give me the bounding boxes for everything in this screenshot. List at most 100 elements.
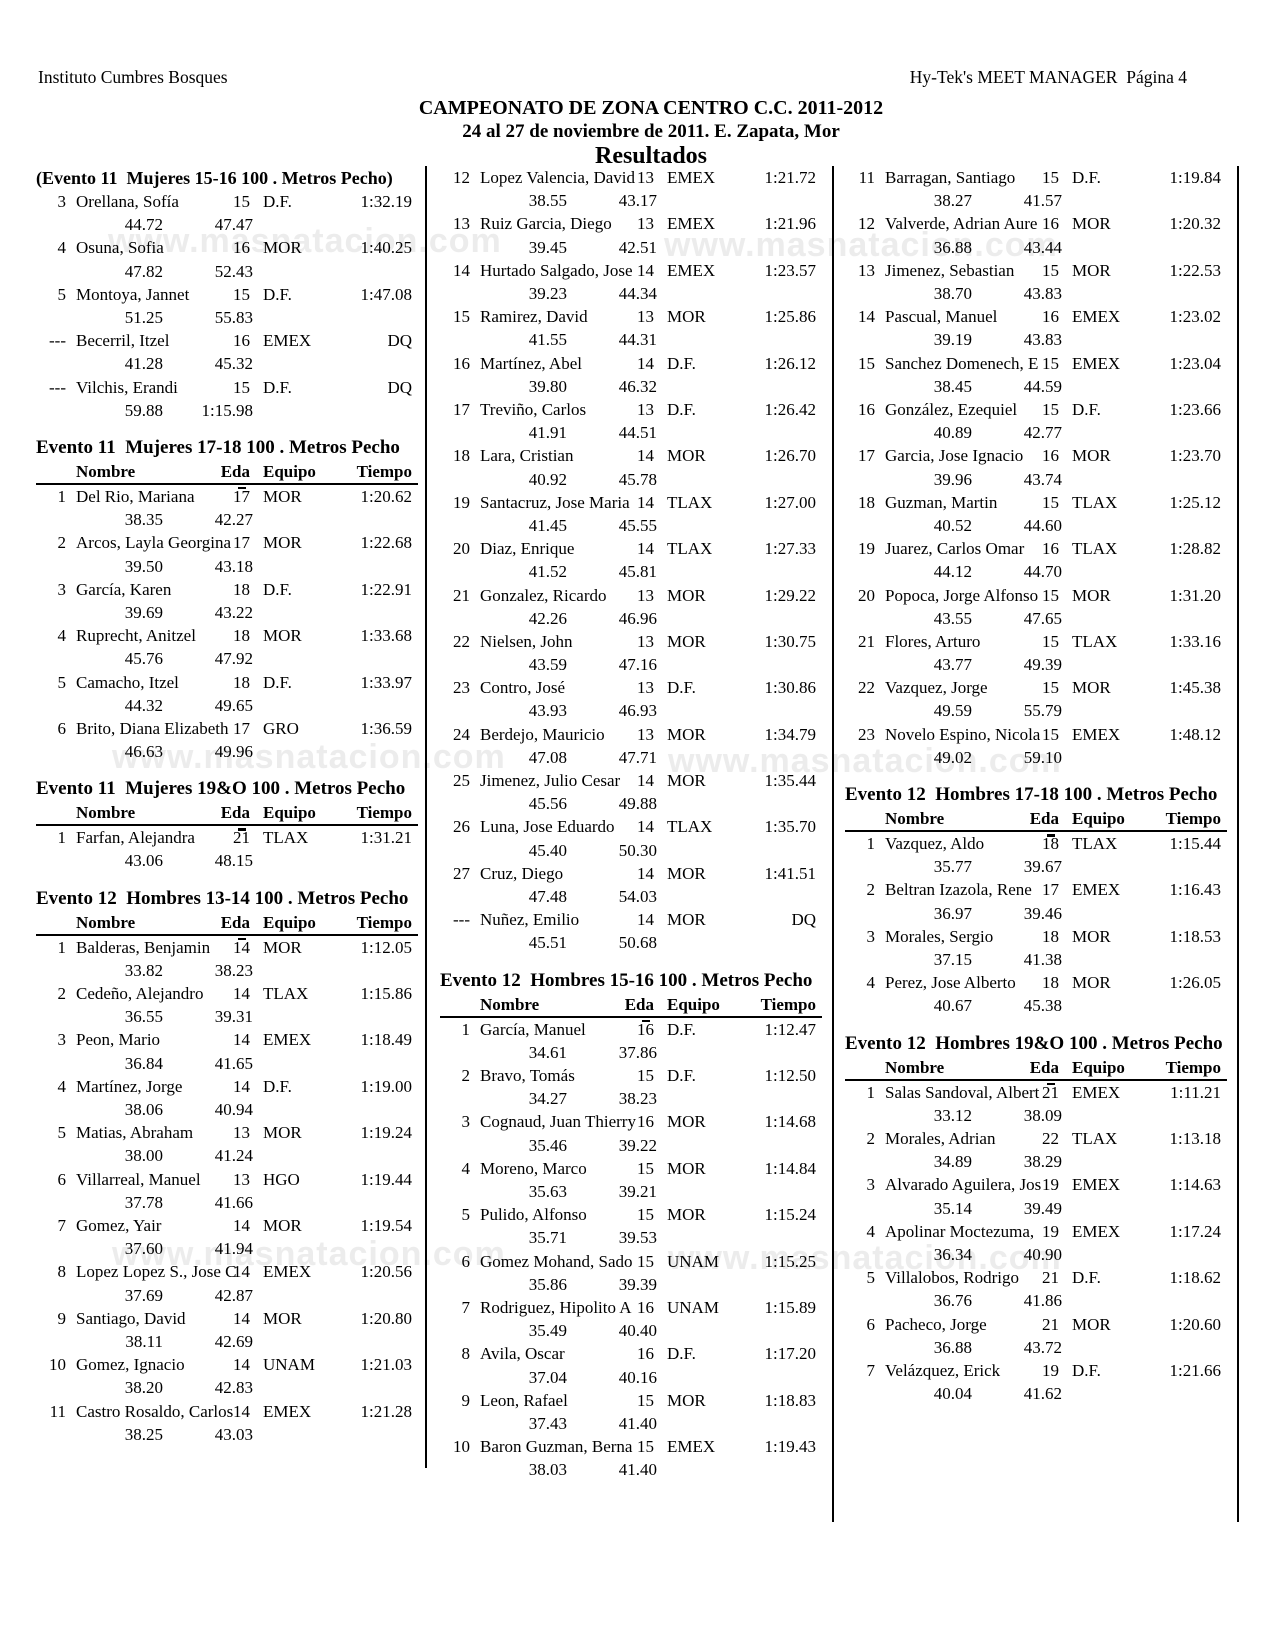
final-time: 1:15.24 <box>764 1205 816 1225</box>
final-time: 1:21.03 <box>360 1355 412 1375</box>
result-splits-line: 49.59 55.79 <box>845 699 1227 722</box>
team-code: EMEX <box>1072 1082 1121 1102</box>
final-time: 1:31.20 <box>1169 585 1221 605</box>
header-tiempo: Tiempo <box>356 803 412 823</box>
result-splits-line: 40.92 45.78 <box>440 468 822 491</box>
swimmer-age: 13 <box>637 678 654 698</box>
split-time-1: 40.52 <box>933 515 972 535</box>
swimmer-age: 14 <box>637 863 654 883</box>
result-place: --- <box>49 331 66 351</box>
swimmer-age: 15 <box>1042 399 1059 419</box>
result-splits-line: 49.02 59.10 <box>845 746 1227 769</box>
result-main-line: 22 Vazquez, Jorge 15 MOR 1:45.38 <box>845 676 1227 699</box>
result-splits-line: 37.15 41.38 <box>845 948 1227 971</box>
final-time: 1:19.44 <box>360 1169 412 1189</box>
split-time-1: 35.14 <box>933 1198 972 1218</box>
result-place: 10 <box>453 1437 470 1457</box>
swimmer-age: 14 <box>233 937 250 957</box>
swimmer-name: Orellana, Sofía <box>76 192 179 211</box>
header-equipo: Equipo <box>263 803 316 823</box>
result-place: 23 <box>453 678 470 698</box>
result-row: 22 Vazquez, Jorge 15 MOR 1:45.38 49.59 55.79 <box>845 676 1227 722</box>
swimmer-age: 17 <box>1042 880 1059 900</box>
final-time: 1:12.05 <box>360 937 412 957</box>
swimmer-name: Contro, José <box>480 678 565 698</box>
result-splits-line: 35.86 39.39 <box>440 1273 822 1296</box>
result-splits-line: 40.89 42.77 <box>845 421 1227 444</box>
split-time-2: 44.59 <box>1023 376 1062 396</box>
final-time: 1:17.20 <box>764 1344 816 1364</box>
results-block: Evento 12 Hombres 15-16 100 . Metros Pec… <box>440 968 822 1482</box>
team-code: D.F. <box>667 678 696 698</box>
result-main-line: 4 Ruprecht, Anitzel 18 MOR 1:33.68 <box>36 624 418 647</box>
swimmer-name: García, Manuel <box>480 1019 586 1039</box>
result-main-line: 17 Garcia, Jose Ignacio 16 MOR 1:23.70 <box>845 444 1227 467</box>
swimmer-name: Santacruz, Jose Maria <box>480 492 630 512</box>
final-time: 1:15.25 <box>764 1251 816 1271</box>
header-equipo: Equipo <box>667 994 720 1014</box>
result-splits-line: 47.82 52.43 <box>36 260 418 283</box>
result-row: 18 Lara, Cristian 14 MOR 1:26.70 40.92 45.78 <box>440 444 822 490</box>
final-time: 1:26.05 <box>1169 973 1221 993</box>
result-splits-line: 45.56 49.88 <box>440 792 822 815</box>
swimmer-name: Montoya, Jannet <box>76 284 190 304</box>
split-time-1: 43.06 <box>124 851 163 871</box>
result-splits-line: 44.72 47.47 <box>36 213 418 236</box>
result-main-line: 2 Beltran Izazola, Rene 17 EMEX 1:16.43 <box>845 878 1227 901</box>
result-main-line: 6 Pacheco, Jorge 21 MOR 1:20.60 <box>845 1313 1227 1336</box>
team-code: EMEX <box>1072 880 1121 900</box>
team-code: MOR <box>263 1216 302 1236</box>
result-place: 12 <box>858 214 875 234</box>
result-place: 15 <box>453 307 470 327</box>
result-place: 8 <box>461 1344 471 1364</box>
swimmer-name: Beltran Izazola, Rene <box>885 880 1032 900</box>
result-main-line: 1 Farfan, Alejandra 21 TLAX 1:31.21 <box>36 826 418 849</box>
result-place: 26 <box>453 817 470 837</box>
team-code: D.F. <box>667 1066 696 1086</box>
results-block: Evento 12 Hombres 19&O 100 . Metros Pech… <box>845 1031 1227 1406</box>
split-time-1: 37.15 <box>933 950 972 970</box>
split-time-1: 38.55 <box>528 191 567 211</box>
final-time: 1:14.68 <box>764 1112 816 1132</box>
result-splits-line: 35.77 39.67 <box>845 855 1227 878</box>
result-row: 19 Juarez, Carlos Omar 16 TLAX 1:28.82 44.12 4… <box>845 537 1227 583</box>
split-time-1: 42.26 <box>528 608 567 628</box>
team-code: MOR <box>667 1158 706 1178</box>
split-time-2: 41.65 <box>214 1053 253 1073</box>
split-time-2: 45.81 <box>618 562 657 582</box>
final-time: 1:26.70 <box>764 446 816 466</box>
result-splits-line: 43.59 47.16 <box>440 653 822 676</box>
result-main-line: 13 Jimenez, Sebastian 15 MOR 1:22.53 <box>845 259 1227 282</box>
final-time: 1:47.08 <box>360 284 412 304</box>
header-eda: Eda <box>220 461 250 481</box>
result-main-line: 9 Santiago, David 14 MOR 1:20.80 <box>36 1307 418 1330</box>
result-main-line: 4 Moreno, Marco 15 MOR 1:14.84 <box>440 1157 822 1180</box>
watermark: www.masnatacion.com <box>668 742 1062 780</box>
header-clip-artifact <box>238 937 246 941</box>
swimmer-name: Perez, Jose Alberto <box>885 973 1016 993</box>
result-splits-line: 35.49 40.40 <box>440 1319 822 1342</box>
result-main-line: 3 Peon, Mario 14 EMEX 1:18.49 <box>36 1028 418 1051</box>
header-rule <box>36 824 418 831</box>
result-place: 3 <box>866 926 876 946</box>
event-section-title: Evento 11 Mujeres 19&O 100 . Metros Pech… <box>36 778 406 800</box>
result-splits-line: 38.45 44.59 <box>845 375 1227 398</box>
split-time-2: 41.57 <box>1023 191 1062 211</box>
result-row: 3 Orellana, Sofía 15 D.F. 1:32.19 44.72 47.47 <box>36 190 418 236</box>
result-main-line: 6 Brito, Diana Elizabeth 17 GRO 1:36.59 <box>36 717 418 740</box>
swimmer-name: Novelo Espino, Nicola <box>885 724 1041 744</box>
split-time-1: 49.02 <box>933 747 972 767</box>
split-time-1: 39.69 <box>124 602 163 622</box>
header-tiempo: Tiempo <box>356 912 412 932</box>
result-splits-line: 34.89 38.29 <box>845 1150 1227 1173</box>
result-splits-line: 39.50 43.18 <box>36 555 418 578</box>
final-time: 1:20.62 <box>360 486 412 506</box>
result-main-line: 1 Del Rio, Mariana 17 MOR 1:20.62 <box>36 485 418 508</box>
final-time: 1:18.83 <box>764 1390 816 1410</box>
swimmer-name: Peon, Mario <box>76 1030 161 1050</box>
result-splits-line: 38.11 42.69 <box>36 1330 418 1353</box>
final-time: 1:13.18 <box>1169 1129 1221 1149</box>
header-rule <box>36 933 418 941</box>
final-time: 1:31.21 <box>360 828 412 848</box>
